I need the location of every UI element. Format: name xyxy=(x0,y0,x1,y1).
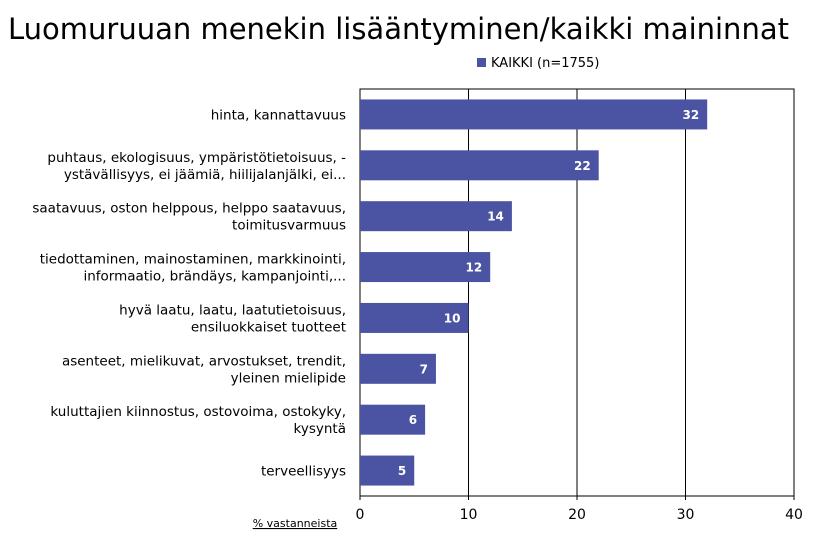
category-label: terveellisyys xyxy=(261,464,346,480)
data-label: 10 xyxy=(444,311,461,325)
category-label: tiedottaminen, mainostaminen, markkinoin… xyxy=(40,252,346,268)
category-label: yleinen mielipide xyxy=(231,370,346,386)
bar xyxy=(360,201,512,232)
data-label: 32 xyxy=(682,108,699,122)
legend-label: KAIKKI (n=1755) xyxy=(491,56,599,71)
category-label: kysyntä xyxy=(294,421,346,437)
bar xyxy=(360,150,599,181)
x-axis-label: % vastanneista xyxy=(253,517,338,530)
data-label: 7 xyxy=(420,362,428,376)
bar xyxy=(360,455,415,486)
bar xyxy=(360,99,708,130)
x-tick-label: 10 xyxy=(460,507,478,523)
data-label: 5 xyxy=(398,464,406,478)
category-label: informaatio, brändäys, kampanjointi,... xyxy=(83,269,346,285)
category-label: asenteet, mielikuvat, arvostukset, trend… xyxy=(62,353,346,369)
x-tick-label: 30 xyxy=(677,507,695,523)
chart-title: Luomuruuan menekin lisääntyminen/kaikki … xyxy=(8,12,789,46)
bar xyxy=(360,302,469,333)
bar xyxy=(360,353,436,384)
category-label: hyvä laatu, laatu, laatutietoisuus, xyxy=(119,302,346,318)
category-label: toimitusvarmuus xyxy=(232,218,346,234)
category-label: hinta, kannattavuus xyxy=(211,107,346,123)
category-label: saatavuus, oston helppous, helppo saatav… xyxy=(32,201,346,217)
category-label: kuluttajien kiinnostus, ostovoima, ostok… xyxy=(50,404,346,420)
category-label: ystävällisyys, ei jäämiä, hiilijalanjälk… xyxy=(64,167,346,183)
x-tick-label: 0 xyxy=(356,507,365,523)
category-label: ensiluokkaiset tuotteet xyxy=(191,319,346,335)
data-label: 22 xyxy=(574,159,591,173)
data-label: 6 xyxy=(409,413,417,427)
legend-swatch xyxy=(477,58,486,67)
x-tick-label: 20 xyxy=(568,507,586,523)
x-tick-label: 40 xyxy=(785,507,803,523)
bar xyxy=(360,404,426,435)
data-label: 12 xyxy=(465,261,482,275)
category-label: puhtaus, ekologisuus, ympäristötietoisuu… xyxy=(47,150,346,166)
data-label: 14 xyxy=(487,210,504,224)
bar xyxy=(360,252,491,283)
